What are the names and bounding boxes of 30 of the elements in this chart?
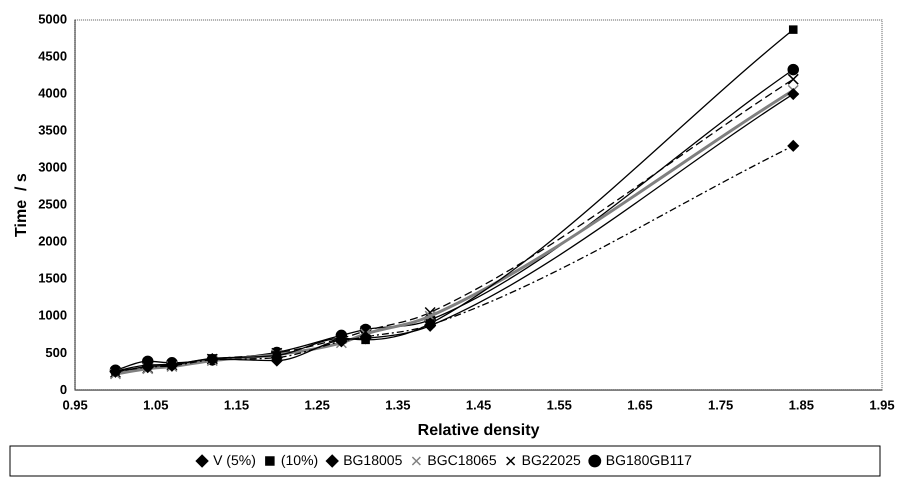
x-tick-label: 1.35 [385,398,411,413]
x-tick-label: 1.95 [869,398,895,413]
y-tick-label: 5000 [38,12,68,27]
y-tick-label: 1000 [38,308,68,323]
legend-label: (10%) [280,452,318,468]
x-tick-label: 1.75 [708,398,734,413]
x-axis-title: Relative density [418,422,540,439]
y-tick-label: 4000 [38,86,68,101]
legend-label: BGC18065 [427,452,497,468]
legend-label: BG22025 [522,452,582,468]
x-tick-label: 1.15 [224,398,250,413]
y-tick-label: 3000 [38,160,68,175]
x-tick-label: 1.25 [304,398,330,413]
legend-label: V (5%) [213,452,256,468]
legend-label: BG18005 [343,452,403,468]
y-tick-label: 4500 [38,48,68,64]
x-tick-label: 1.65 [627,398,653,413]
y-tick-label: 1500 [38,270,68,286]
y-axis-title: Time / s [13,173,30,237]
y-tick-label: 0 [60,382,68,397]
y-tick-label: 3500 [38,122,68,138]
x-tick-label: 1.45 [466,398,492,413]
x-tick-label: 1.85 [788,398,814,413]
y-tick-label: 500 [45,344,68,360]
legend-label: BG180GB117 [606,452,692,468]
x-tick-label: 1.55 [546,398,572,413]
x-tick-label: 1.05 [143,398,168,413]
y-tick-label: 2000 [38,234,68,249]
y-tick-label: 2500 [38,196,68,212]
x-tick-label: 0.95 [62,398,88,413]
